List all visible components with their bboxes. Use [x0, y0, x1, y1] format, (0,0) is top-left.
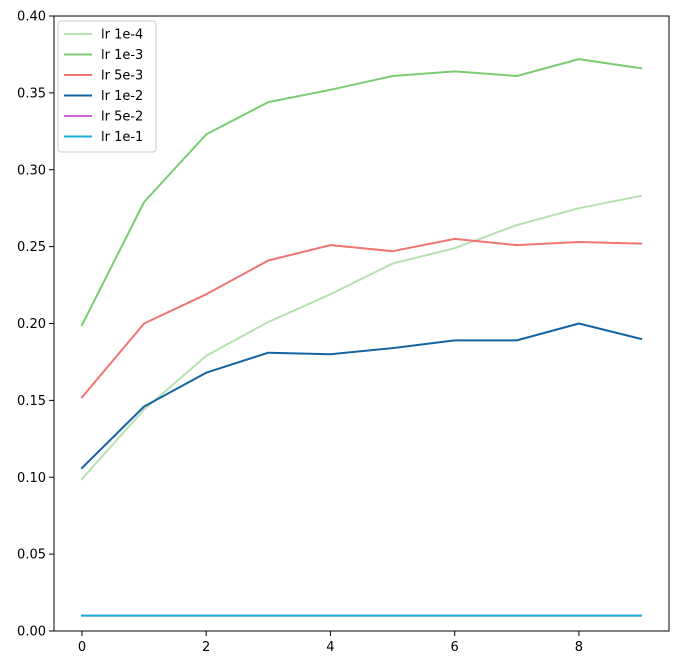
series-line-3	[80, 322, 643, 470]
legend-label-2: lr 5e-3	[101, 69, 143, 84]
y-tick-label: 0.10	[17, 471, 46, 486]
x-tick-label: 8	[575, 640, 583, 655]
y-tick-label: 0.05	[17, 548, 46, 563]
y-tick-label: 0.25	[17, 240, 46, 255]
x-tick-label: 4	[326, 640, 334, 655]
legend: lr 1e-4 lr 1e-3 lr 5e-3 lr 1e-2 lr 5e-2 lr 1e…	[57, 20, 157, 153]
y-axis-ticks: 0.00 0.05 0.10 0.15 0.20 0.25 0.30 0.35 0.40	[17, 10, 54, 640]
legend-label-3: lr 1e-2	[101, 89, 143, 104]
legend-label-4: lr 5e-2	[101, 110, 143, 125]
x-axis-ticks: 0 2 4 6 8	[78, 631, 583, 655]
x-tick-label: 0	[78, 640, 86, 655]
series-line-0	[80, 194, 643, 481]
y-tick-label: 0.30	[17, 163, 46, 178]
series-layer	[80, 58, 643, 617]
y-tick-label: 0.40	[17, 10, 46, 25]
series-line-2	[80, 237, 643, 399]
y-tick-label: 0.35	[17, 86, 46, 101]
x-tick-label: 6	[451, 640, 459, 655]
legend-label-5: lr 1e-1	[101, 130, 143, 145]
x-tick-label: 2	[202, 640, 210, 655]
y-tick-label: 0.15	[17, 394, 46, 409]
legend-label-1: lr 1e-3	[101, 48, 143, 63]
legend-label-0: lr 1e-4	[101, 28, 143, 43]
y-tick-label: 0.00	[17, 625, 46, 640]
y-tick-label: 0.20	[17, 317, 46, 332]
series-line-1	[80, 58, 643, 327]
